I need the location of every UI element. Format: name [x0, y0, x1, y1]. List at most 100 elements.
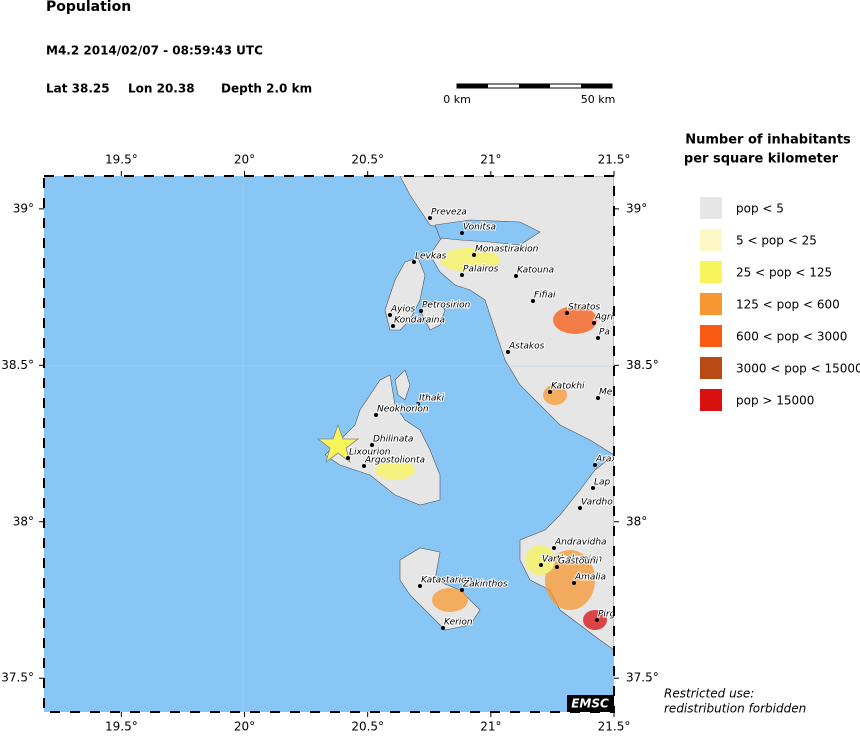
lat-label: 37.5° — [626, 671, 659, 685]
town-label: Monastirakion — [475, 245, 539, 255]
lat-label: 38.5° — [626, 358, 659, 372]
lon: Lon 20.38 — [128, 82, 195, 96]
town-dot — [514, 274, 518, 278]
town-label: Andravidha — [554, 538, 607, 548]
legend-label: 3000 < pop < 15000 — [736, 362, 860, 376]
town-label: Lap — [594, 478, 611, 488]
legend-label: pop < 5 — [736, 202, 784, 216]
town-dot — [391, 324, 395, 328]
town-label: Pa — [599, 328, 610, 338]
town-label: Amalia — [574, 573, 606, 583]
legend-swatch — [700, 389, 722, 411]
town-dot — [416, 402, 420, 406]
legend-label: 125 < pop < 600 — [736, 298, 840, 312]
legend-swatch — [700, 325, 722, 347]
town-label: Ayios — [390, 305, 415, 315]
town-dot — [362, 464, 366, 468]
lon-label: 21° — [480, 720, 501, 733]
town-dot — [596, 396, 600, 400]
town-label: Stratos — [568, 303, 600, 313]
legend-swatch — [700, 357, 722, 379]
town-label: Lixourion — [349, 448, 391, 458]
lon-label: 20° — [234, 153, 255, 167]
town-label: Vonitsa — [463, 223, 496, 233]
lat-label: 37.5° — [1, 671, 34, 685]
town-dot — [565, 311, 569, 315]
town-dot — [460, 588, 464, 592]
town-dot — [418, 584, 422, 588]
town-label: Zakinthos — [462, 580, 508, 590]
legend-label: 5 < pop < 25 — [736, 234, 817, 248]
town-label: Agri — [594, 313, 614, 323]
legend-title: Number of inhabitants — [685, 133, 851, 148]
town-label: Fifiai — [534, 291, 556, 301]
town-dot — [460, 273, 464, 277]
map-area: Preveza Vonitsa Monastirakion Levkas Palairo… — [44, 176, 616, 712]
town-label: Petrosirion — [422, 301, 471, 311]
town-dot — [531, 299, 535, 303]
town-dot — [591, 486, 595, 490]
lon-label: 20° — [234, 720, 255, 733]
event: M4.2 2014/02/07 - 08:59:43 UTC — [46, 44, 263, 58]
town-label: Argostolionta — [364, 456, 425, 466]
lon-label: 21.5° — [598, 720, 631, 733]
town-label: Vardho — [581, 498, 613, 508]
town-label: Katokhi — [551, 382, 585, 392]
legend-title: per square kilometer — [684, 152, 839, 167]
lon-label: 21° — [480, 153, 501, 167]
lat: Lat 38.25 — [46, 82, 110, 96]
lat-label: 39° — [626, 201, 647, 215]
town-dot — [419, 309, 423, 313]
frame — [43, 175, 615, 713]
lon-label: 20.5° — [351, 720, 384, 733]
town-dot — [539, 563, 543, 567]
lat-label: 38° — [13, 514, 34, 528]
town-dot — [596, 336, 600, 340]
lat-label: 38° — [626, 514, 647, 528]
legend-swatch — [700, 261, 722, 283]
depth: Depth 2.0 km — [221, 82, 312, 96]
lon-label: 19.5° — [105, 720, 138, 733]
town-label: Palairos — [463, 265, 499, 275]
lon-label: 21.5° — [598, 153, 631, 167]
legend-swatch — [700, 229, 722, 251]
town-dot — [506, 350, 510, 354]
town-label: Preveza — [431, 208, 467, 218]
town-dot — [346, 456, 350, 460]
town-dot — [555, 565, 559, 569]
epicenter-star — [316, 423, 360, 464]
lon-label: 19.5° — [105, 153, 138, 167]
town-dot — [388, 313, 392, 317]
town-label: Ithaki — [419, 394, 445, 404]
town-dot — [548, 390, 552, 394]
town-label: Katastarion — [421, 576, 473, 586]
footer: redistribution forbidden — [664, 702, 806, 716]
town-dot — [595, 618, 599, 622]
scale-bar — [456, 83, 613, 89]
town-dot — [428, 216, 432, 220]
lat-label: 39° — [13, 201, 34, 215]
town-dot — [374, 413, 378, 417]
scale-end: 50 km — [581, 93, 616, 106]
town-label: Levkas — [415, 252, 447, 262]
town-label: Neokhorion — [377, 405, 429, 415]
town-label: Pirg — [598, 610, 616, 620]
legend-swatch — [700, 293, 722, 315]
town-label: Katouna — [517, 266, 554, 276]
town-label: Kerion — [444, 618, 473, 628]
town-label: Vartholomion — [542, 555, 602, 565]
town-label: Gastouni — [558, 557, 599, 567]
town-dot — [472, 253, 476, 257]
legend-label: 600 < pop < 3000 — [736, 330, 847, 344]
lat-label: 38.5° — [1, 358, 34, 372]
footer: Restricted use: — [664, 687, 754, 701]
town-label: Kondaraina — [394, 316, 445, 326]
town-dot — [412, 260, 416, 264]
title: Population — [46, 0, 131, 15]
town-label: Me — [599, 388, 613, 398]
town-label: Dhilinata — [373, 435, 413, 445]
legend-swatch — [700, 197, 722, 219]
town-dot — [572, 581, 576, 585]
